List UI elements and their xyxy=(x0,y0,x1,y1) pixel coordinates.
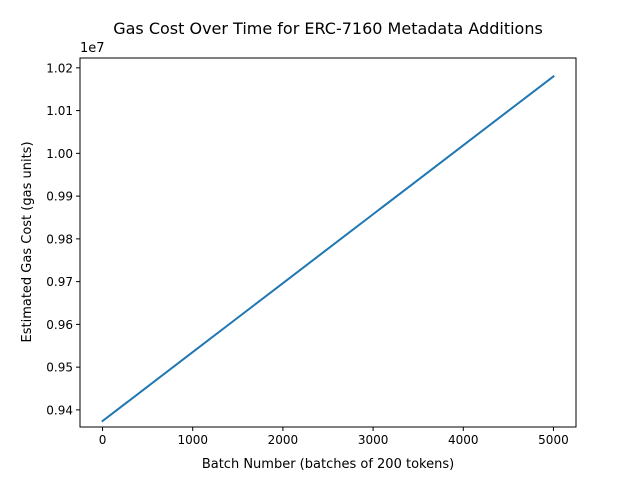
series-layer xyxy=(101,74,555,423)
x-tick-label: 5000 xyxy=(538,433,569,447)
y-tick-label: 0.97 xyxy=(46,275,73,289)
y-axis: 0.94 0.95 0.96 0.97 0.98 0.99 1.00 1.01 1.02 xyxy=(46,61,80,417)
y-tick-label: 0.99 xyxy=(46,190,73,204)
y-tick-label: 1.02 xyxy=(46,61,73,75)
x-axis-label: Batch Number (batches of 200 tokens) xyxy=(202,457,454,472)
x-tick-label: 4000 xyxy=(448,433,479,447)
x-axis: 0 1000 2000 3000 4000 5000 xyxy=(99,427,569,447)
x-tick-label: 3000 xyxy=(358,433,389,447)
y-tick-label: 0.94 xyxy=(46,403,73,417)
y-axis-offset-label: 1e7 xyxy=(80,41,105,56)
plot-area xyxy=(79,57,577,428)
y-tick-label: 0.98 xyxy=(46,232,73,246)
x-tick-label: 1000 xyxy=(177,433,208,447)
y-tick-label: 0.96 xyxy=(46,318,73,332)
chart-title: Gas Cost Over Time for ERC-7160 Metadata… xyxy=(113,19,543,38)
series-line xyxy=(101,74,555,423)
y-tick-label: 1.01 xyxy=(46,104,73,118)
plot-frame xyxy=(79,57,577,428)
x-tick-label: 2000 xyxy=(268,433,299,447)
y-tick-label: 1.00 xyxy=(46,147,73,161)
y-axis-label: Estimated Gas Cost (gas units) xyxy=(20,141,35,342)
plot-background xyxy=(80,58,576,427)
y-tick-label: 0.95 xyxy=(46,361,73,375)
x-tick-label: 0 xyxy=(99,433,107,447)
